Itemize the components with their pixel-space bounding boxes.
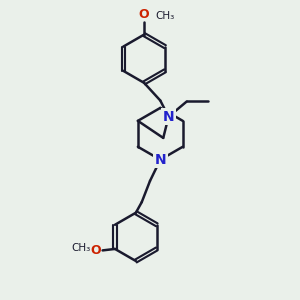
Text: N: N [154,153,166,167]
Text: CH₃: CH₃ [155,11,175,21]
Text: CH₃: CH₃ [71,243,90,253]
Text: O: O [91,244,101,257]
Text: N: N [163,110,174,124]
Text: O: O [138,8,149,21]
